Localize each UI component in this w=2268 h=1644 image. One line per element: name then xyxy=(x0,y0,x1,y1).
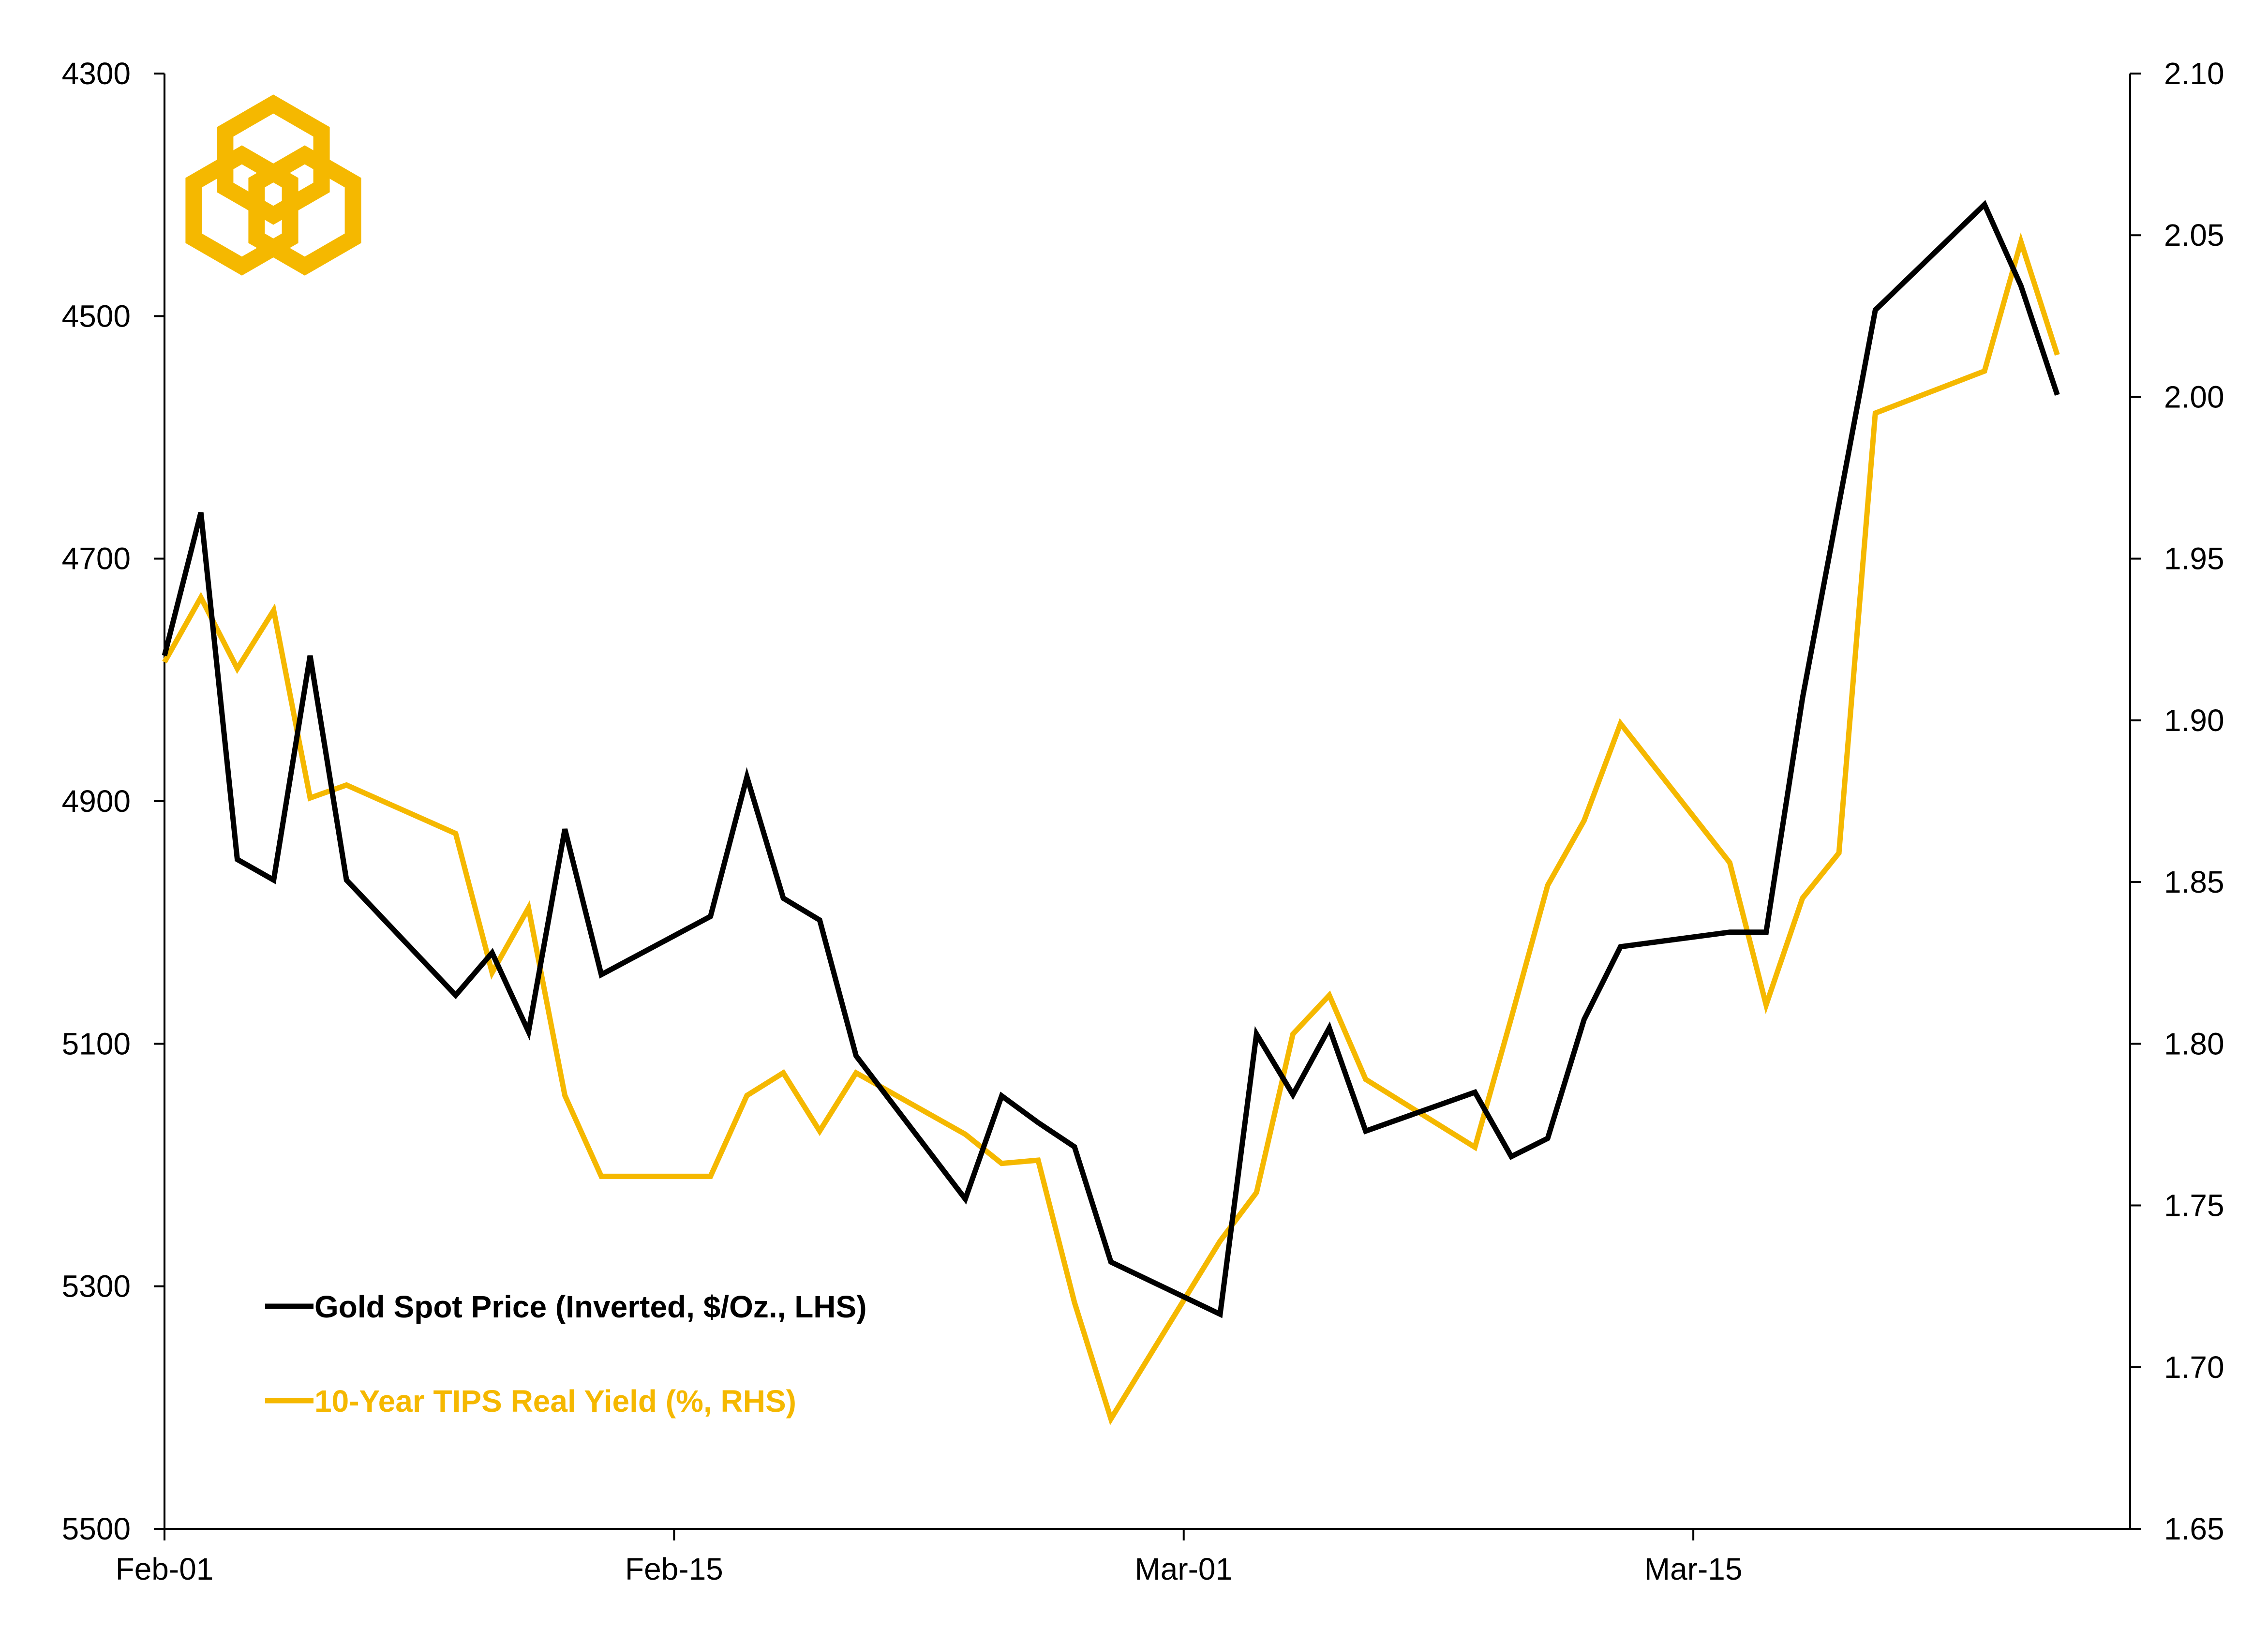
right-y-tick-label: 2.10 xyxy=(2164,56,2224,91)
right-y-tick-label: 2.05 xyxy=(2164,218,2224,253)
right-y-tick-label: 1.95 xyxy=(2164,541,2224,576)
left-y-tick-label: 4500 xyxy=(62,299,131,333)
legend: Gold Spot Price (Inverted, $/Oz., LHS) 10… xyxy=(265,1289,867,1419)
right-y-tick-label: 1.75 xyxy=(2164,1188,2224,1223)
interlocked-hexagons-logo-icon xyxy=(185,94,361,276)
tips-yield-series-line xyxy=(162,232,2060,1425)
x-tick-label: Feb-15 xyxy=(625,1552,723,1586)
legend-label: Gold Spot Price (Inverted, $/Oz., LHS) xyxy=(314,1289,867,1324)
logo-hexagon-left xyxy=(185,145,298,276)
x-tick-label: Feb-01 xyxy=(116,1552,214,1586)
left-y-tick-label: 5100 xyxy=(62,1026,131,1061)
left-y-tick-label: 4700 xyxy=(62,541,131,576)
right-y-tick-label: 1.85 xyxy=(2164,865,2224,899)
right-y-tick-label: 1.70 xyxy=(2164,1350,2224,1385)
left-y-tick-label: 5500 xyxy=(62,1511,131,1546)
series-lines xyxy=(162,200,2060,1425)
left-y-tick-label: 4300 xyxy=(62,56,131,91)
left-y-tick-label: 5300 xyxy=(62,1269,131,1304)
right-y-tick-label: 1.90 xyxy=(2164,703,2224,738)
left-y-tick-label: 4900 xyxy=(62,784,131,819)
right-y-tick-label: 1.65 xyxy=(2164,1511,2224,1546)
gold-price-series-line xyxy=(162,200,2060,1318)
x-tick-label: Mar-01 xyxy=(1134,1552,1233,1586)
axes: 4300 4500 4700 4900 5100 5300 5500 2.10 2.05 2.00… xyxy=(62,56,2224,1586)
right-y-tick-label: 2.00 xyxy=(2164,379,2224,414)
right-y-tick-label: 1.80 xyxy=(2164,1026,2224,1061)
legend-label: 10-Year TIPS Real Yield (%, RHS) xyxy=(314,1384,796,1419)
logo-hexagon-right xyxy=(248,145,361,276)
x-tick-label: Mar-15 xyxy=(1644,1552,1743,1586)
logo-hexagon-top xyxy=(217,94,330,225)
